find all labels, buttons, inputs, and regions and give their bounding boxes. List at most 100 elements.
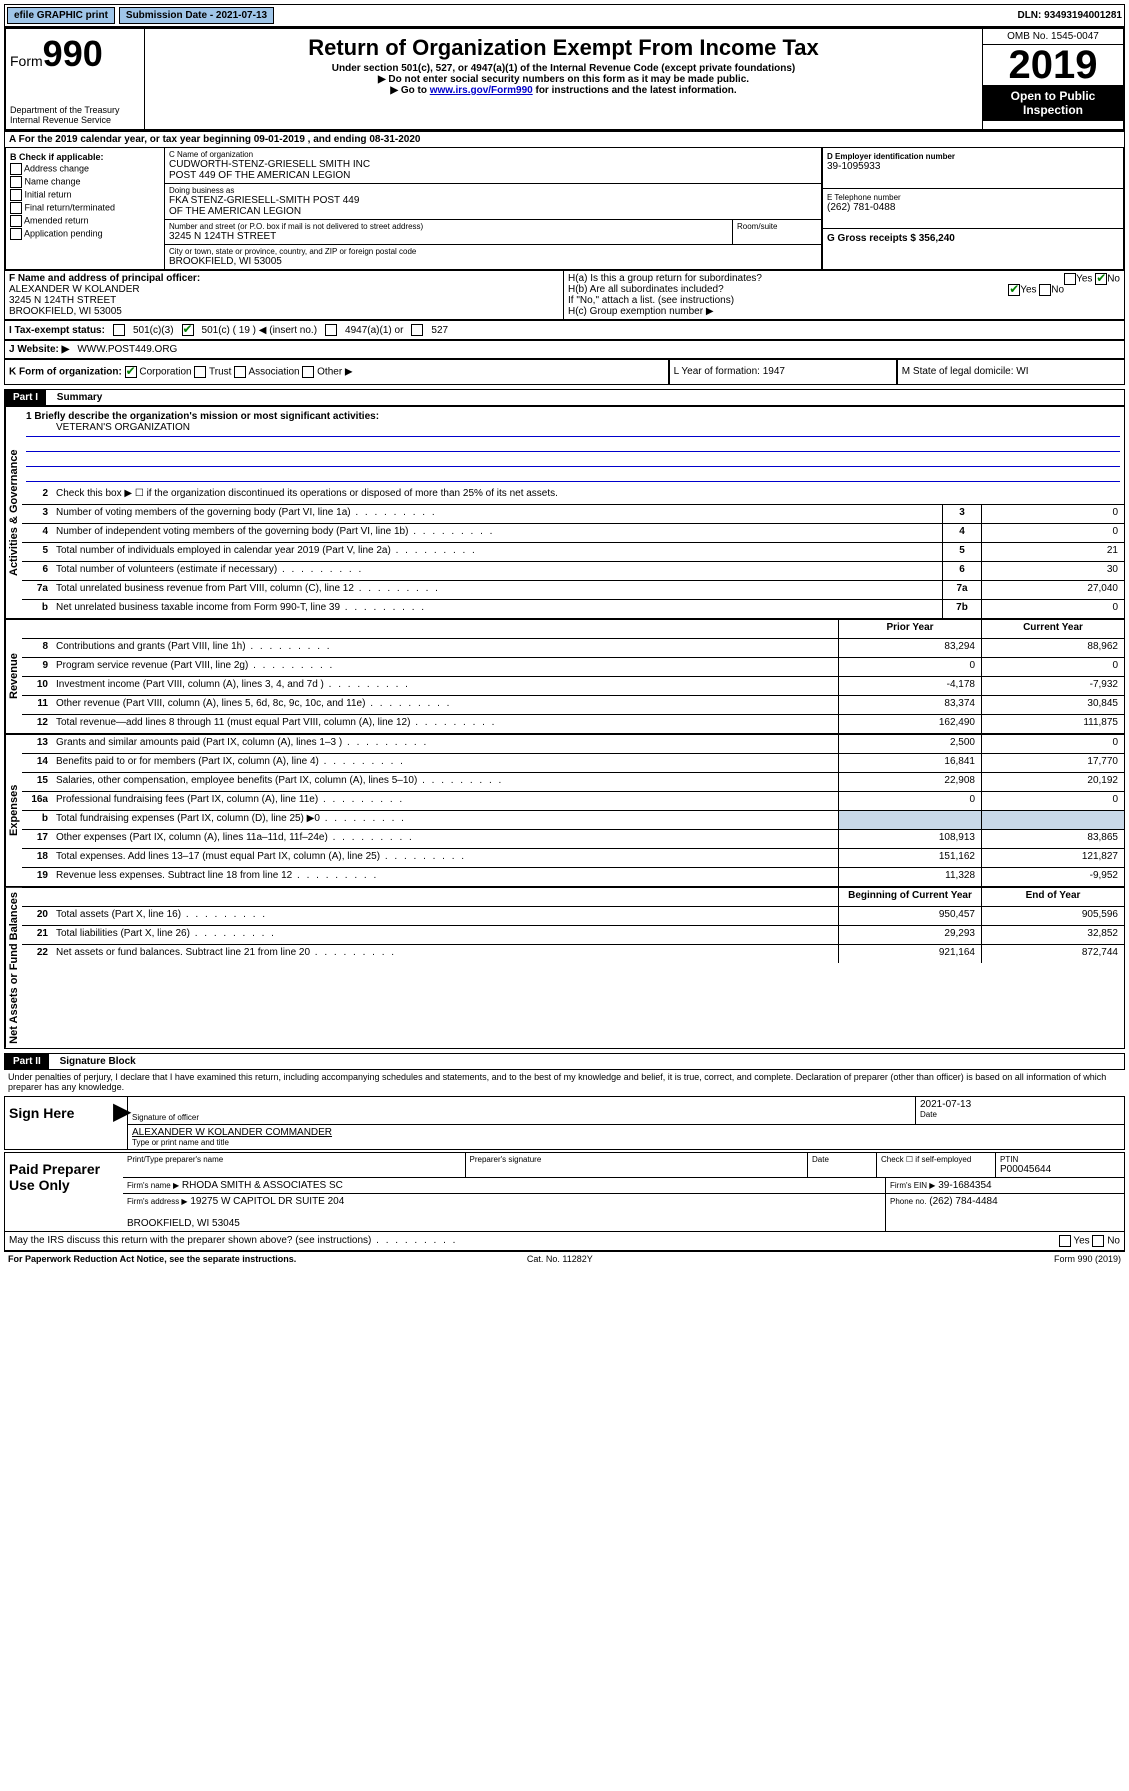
data-row: 13Grants and similar amounts paid (Part …	[22, 735, 1124, 754]
gov-row: 6Total number of volunteers (estimate if…	[22, 562, 1124, 581]
officer-addr: 3245 N 124TH STREET BROOKFIELD, WI 53005	[9, 295, 559, 317]
mission-a: VETERAN'S ORGANIZATION	[26, 422, 1120, 437]
sig-date-label: Date	[920, 1110, 1120, 1119]
ha-yes[interactable]: Yes	[1076, 274, 1092, 285]
opt-corp: Corporation	[139, 367, 191, 378]
firm-addr-label: Firm's address ▶	[127, 1197, 188, 1206]
cb-final-return[interactable]: Final return/terminated	[10, 202, 160, 214]
data-row: 9Program service revenue (Part VIII, lin…	[22, 658, 1124, 677]
firm-name-label: Firm's name ▶	[127, 1181, 179, 1190]
discuss-yes: Yes	[1073, 1235, 1089, 1246]
sig-name-label: Type or print name and title	[132, 1138, 1120, 1147]
cb-assoc[interactable]	[234, 366, 246, 378]
governance-section: Activities & Governance 1 Briefly descri…	[4, 406, 1125, 619]
gross-receipts: G Gross receipts $ 356,240	[827, 233, 1119, 244]
irs-link[interactable]: www.irs.gov/Form990	[430, 85, 533, 96]
vlabel-exp: Expenses	[5, 735, 22, 886]
i-label: I Tax-exempt status:	[9, 325, 105, 336]
ha-label: H(a) Is this a group return for subordin…	[568, 273, 762, 284]
klm-row: K Form of organization: Corporation Trus…	[4, 359, 1125, 385]
officer-label: F Name and address of principal officer:	[9, 273, 559, 284]
opt-501c3: 501(c)(3)	[133, 325, 174, 336]
part2-header: Part II	[5, 1054, 49, 1069]
cb-501c3[interactable]	[113, 324, 125, 336]
sign-block: Sign Here ▶ Signature of officer 2021-07…	[4, 1096, 1125, 1150]
l-year: L Year of formation: 1947	[669, 359, 897, 385]
hb-yes[interactable]: Yes	[1020, 285, 1036, 296]
mission-blank2	[26, 452, 1120, 467]
cb-other[interactable]	[302, 366, 314, 378]
cb-trust[interactable]	[194, 366, 206, 378]
phone-value: (262) 781-0488	[827, 202, 1119, 213]
tax-exempt-row: I Tax-exempt status: 501(c)(3) 501(c) ( …	[4, 320, 1125, 340]
firm-phone-label: Phone no.	[890, 1197, 926, 1206]
cb-amended[interactable]: Amended return	[10, 215, 160, 227]
data-row: 8Contributions and grants (Part VIII, li…	[22, 639, 1124, 658]
cb-corp[interactable]	[125, 366, 137, 378]
open-public-badge: Open to Public Inspection	[983, 85, 1123, 121]
subtitle-2: ▶ Do not enter social security numbers o…	[149, 74, 978, 85]
opt-527: 527	[431, 325, 448, 336]
gov-row: 3Number of voting members of the governi…	[22, 505, 1124, 524]
footer: For Paperwork Reduction Act Notice, see …	[4, 1251, 1125, 1266]
prep-h4: Check ☐ if self-employed	[877, 1153, 996, 1177]
data-row: bTotal fundraising expenses (Part IX, co…	[22, 811, 1124, 830]
data-row: 22Net assets or fund balances. Subtract …	[22, 945, 1124, 963]
cb-initial-return[interactable]: Initial return	[10, 189, 160, 201]
top-bar: efile GRAPHIC print Submission Date - 20…	[4, 4, 1125, 27]
website-row: J Website: ▶ WWW.POST449.ORG	[4, 340, 1125, 359]
data-row: 14Benefits paid to or for members (Part …	[22, 754, 1124, 773]
row-a-period: A For the 2019 calendar year, or tax yea…	[4, 131, 1125, 148]
form-prefix: Form	[10, 53, 43, 69]
efile-btn[interactable]: efile GRAPHIC print	[7, 7, 115, 24]
cb-501c[interactable]	[182, 324, 194, 336]
perjury-text: Under penalties of perjury, I declare th…	[4, 1070, 1125, 1094]
firm-name: RHODA SMITH & ASSOCIATES SC	[182, 1180, 343, 1191]
submission-btn[interactable]: Submission Date - 2021-07-13	[119, 7, 274, 24]
city-label: City or town, state or province, country…	[169, 247, 817, 256]
org-name: CUDWORTH-STENZ-GRIESELL SMITH INC POST 4…	[169, 159, 817, 181]
discuss-no: No	[1107, 1235, 1120, 1246]
ein-label: D Employer identification number	[827, 152, 1119, 161]
netassets-section: Net Assets or Fund Balances Beginning of…	[4, 887, 1125, 1049]
gov-row: 2Check this box ▶ ☐ if the organization …	[22, 486, 1124, 505]
cb-address-change[interactable]: Address change	[10, 163, 160, 175]
form-title: Return of Organization Exempt From Incom…	[149, 35, 978, 61]
firm-ein-label: Firm's EIN ▶	[890, 1181, 935, 1190]
data-row: 17Other expenses (Part IX, column (A), l…	[22, 830, 1124, 849]
cb-527[interactable]	[411, 324, 423, 336]
ha-no[interactable]: No	[1107, 274, 1120, 285]
data-row: 16aProfessional fundraising fees (Part I…	[22, 792, 1124, 811]
current-header: Current Year	[981, 620, 1124, 638]
room-label: Room/suite	[737, 222, 817, 231]
gov-row: 7aTotal unrelated business revenue from …	[22, 581, 1124, 600]
footer-right: Form 990 (2019)	[1054, 1254, 1121, 1264]
website-value: WWW.POST449.ORG	[77, 344, 177, 355]
subtitle-3-post: for instructions and the latest informat…	[533, 85, 737, 96]
mission-blank1	[26, 437, 1120, 452]
opt-assoc: Association	[248, 367, 299, 378]
cb-name-change[interactable]: Name change	[10, 176, 160, 188]
revenue-section: Revenue Prior Year Current Year 8Contrib…	[4, 619, 1125, 734]
hb-no[interactable]: No	[1051, 285, 1064, 296]
phone-label: E Telephone number	[827, 193, 1119, 202]
vlabel-na: Net Assets or Fund Balances	[5, 888, 22, 1048]
vlabel-gov: Activities & Governance	[5, 407, 22, 618]
discuss-row: May the IRS discuss this return with the…	[4, 1232, 1125, 1251]
hb-note: If "No," attach a list. (see instruction…	[568, 295, 1120, 306]
footer-left: For Paperwork Reduction Act Notice, see …	[8, 1254, 296, 1264]
footer-mid: Cat. No. 11282Y	[527, 1254, 593, 1264]
discuss-yes-cb[interactable]	[1059, 1235, 1071, 1247]
officer-group-row: F Name and address of principal officer:…	[4, 270, 1125, 320]
data-row: 19Revenue less expenses. Subtract line 1…	[22, 868, 1124, 886]
opt-501c: 501(c) ( 19 ) ◀ (insert no.)	[202, 325, 318, 336]
identity-block: B Check if applicable: Address change Na…	[4, 148, 1125, 270]
cb-4947[interactable]	[325, 324, 337, 336]
opt-4947: 4947(a)(1) or	[345, 325, 403, 336]
name-label: C Name of organization	[169, 150, 817, 159]
m-state: M State of legal domicile: WI	[897, 359, 1125, 385]
cb-app-pending[interactable]: Application pending	[10, 228, 160, 240]
discuss-no-cb[interactable]	[1092, 1235, 1104, 1247]
paid-preparer-block: Paid Preparer Use Only Print/Type prepar…	[4, 1152, 1125, 1232]
part1-bar: Part I Summary	[4, 389, 1125, 406]
